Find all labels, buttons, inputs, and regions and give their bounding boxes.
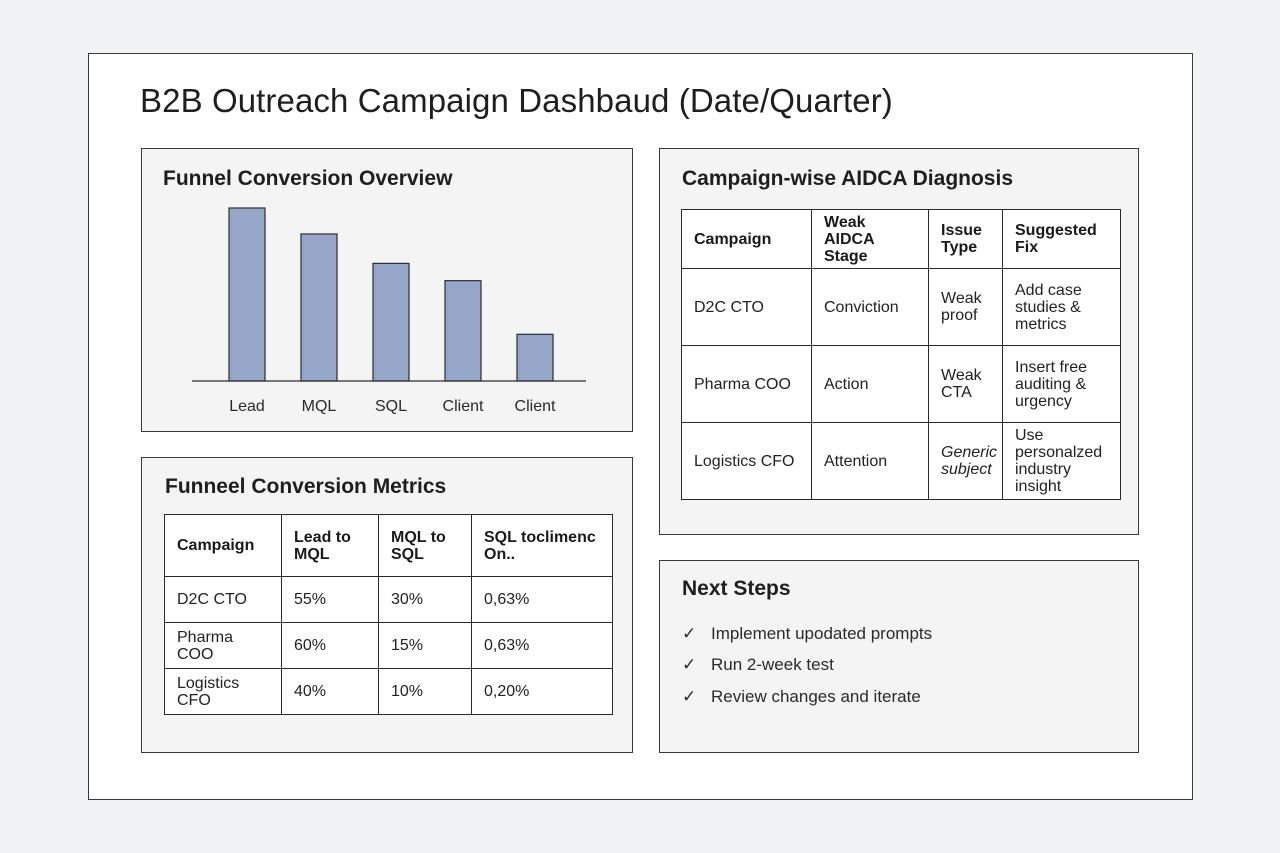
table-cell: Insert free auditing & urgency [1002,345,1121,423]
column-header: Suggested Fix [1002,209,1121,269]
x-tick-label: Lead [229,398,265,415]
x-tick-label: Client [515,398,556,415]
x-tick-label: SQL [375,398,407,415]
conversion-metrics-panel: Funneel Conversion Metrics Campaign Lead… [141,457,633,753]
column-header: Issue Type [928,209,1003,269]
bar-mql [300,233,338,382]
table-cell: 10% [378,668,472,715]
bar-lead [228,207,266,382]
column-header: MQL to SQL [378,514,472,577]
list-item: ✓ Run 2-week test [682,650,932,682]
column-header: Campaign [681,209,812,269]
metrics-table: Campaign Lead to MQL MQL to SQL SQL tocl… [164,514,613,715]
table-cell: 0,63% [471,576,613,623]
x-tick-label: Client [443,398,484,415]
bar-sql [372,262,410,382]
checkmark-icon: ✓ [682,655,697,675]
funnel-chart-panel: Lead MQL SQL Client Client Funnel Conversion… [141,148,633,432]
table-cell: Conviction [811,268,929,346]
table-cell: Action [811,345,929,423]
step-label: Run 2-week test [711,655,834,675]
table-cell: Attention [811,422,929,500]
table-cell: 0,63% [471,622,613,669]
checkmark-icon: ✓ [682,686,697,706]
funnel-bar-chart: Lead MQL SQL Client Client [192,207,586,415]
bar-client [516,333,554,382]
step-label: Review changes and iterate [711,686,921,706]
table-cell: Pharma COO [164,622,282,669]
column-header: Weak AIDCA Stage [811,209,929,269]
table-cell: Weak CTA [928,345,1003,423]
table-cell: Logistics CFO [164,668,282,715]
table-row: Pharma COO 60% 15% 0,63% [164,622,613,669]
column-header: Lead to MQL [281,514,379,577]
funnel-chart-title: Funnel Conversion Overview [163,167,453,190]
column-header: SQL toclimenc On.. [471,514,613,577]
bar-client [444,280,482,382]
aidca-diagnosis-panel: Campaign-wise AIDCA Diagnosis Campaign W… [659,148,1139,535]
table-cell: Add case studies & metrics [1002,268,1121,346]
diagnosis-title: Campaign-wise AIDCA Diagnosis [682,167,1013,190]
next-steps-title: Next Steps [682,577,791,600]
table-cell: Use personalzed industry insight [1002,422,1121,500]
diagnosis-table: Campaign Weak AIDCA Stage Issue Type Sug… [681,209,1121,500]
table-row: Logistics CFO Attention Generic subject … [681,422,1121,500]
x-tick-label: MQL [302,398,337,415]
table-cell: 0,20% [471,668,613,715]
table-cell: D2C CTO [164,576,282,623]
table-cell: 30% [378,576,472,623]
page-title: B2B Outreach Campaign Dashbaud (Date/Qua… [140,82,893,119]
table-cell: D2C CTO [681,268,812,346]
table-row: Pharma COO Action Weak CTA Insert free a… [681,345,1121,423]
next-steps-list: ✓ Implement upodated prompts ✓ Run 2-wee… [682,618,932,713]
list-item: ✓ Implement upodated prompts [682,618,932,650]
checkmark-icon: ✓ [682,623,697,643]
table-cell: 55% [281,576,379,623]
table-cell: Generic subject [928,422,1003,500]
table-row: Logistics CFO 40% 10% 0,20% [164,668,613,715]
table-cell: 40% [281,668,379,715]
list-item: ✓ Review changes and iterate [682,681,932,713]
table-cell: Pharma COO [681,345,812,423]
table-header-row: Campaign Weak AIDCA Stage Issue Type Sug… [681,209,1121,269]
table-header-row: Campaign Lead to MQL MQL to SQL SQL tocl… [164,514,613,577]
step-label: Implement upodated prompts [711,623,933,643]
table-row: D2C CTO 55% 30% 0,63% [164,576,613,623]
column-header: Campaign [164,514,282,577]
table-cell: Logistics CFO [681,422,812,500]
table-cell: 15% [378,622,472,669]
table-cell: 60% [281,622,379,669]
table-cell: Weak proof [928,268,1003,346]
metrics-title: Funneel Conversion Metrics [165,475,447,498]
table-row: D2C CTO Conviction Weak proof Add case s… [681,268,1121,346]
next-steps-panel: Next Steps ✓ Implement upodated prompts … [659,560,1139,753]
